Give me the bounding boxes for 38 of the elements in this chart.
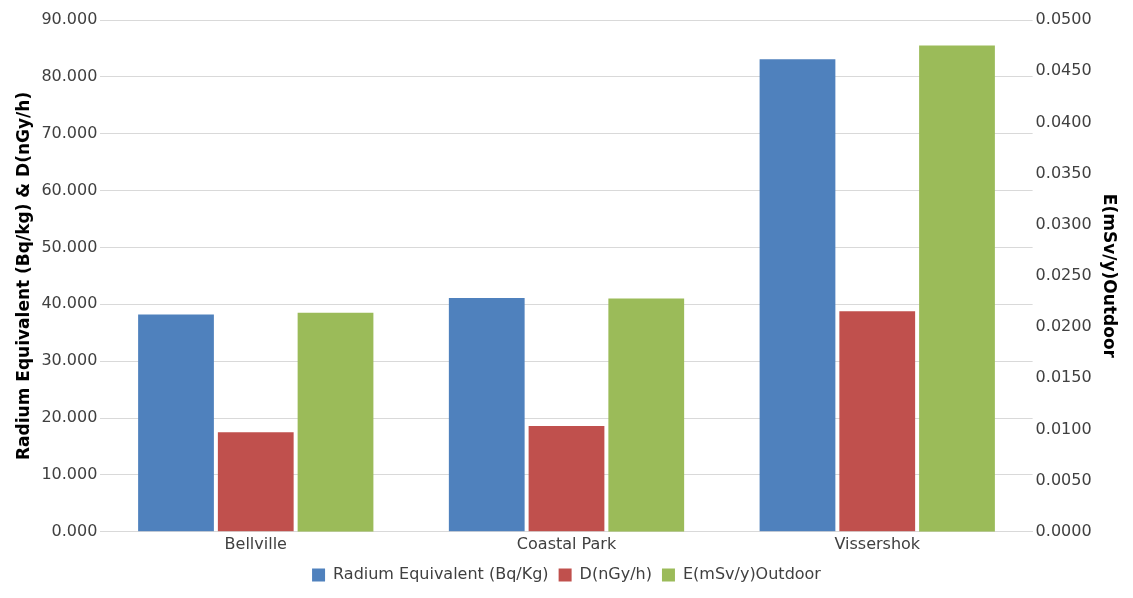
legend-label: Radium Equivalent (Bq/Kg)	[333, 564, 549, 584]
y-tick-label: 70.000	[41, 122, 98, 142]
bar	[448, 298, 525, 532]
y2-tick-label: 0.0200	[1035, 316, 1092, 336]
y2-tick-label: 0.0500	[1035, 9, 1092, 29]
legend-label: E(mSv/y)Outdoor	[682, 564, 822, 584]
y2-axis-title: E(mSv/y)Outdoor	[1100, 193, 1121, 359]
y-axis-title: Radium Equivalent (Bq/kg) & D(nGy/h)	[12, 91, 33, 460]
y-tick-label: 90.000	[41, 9, 98, 29]
y2-tick-label: 0.0050	[1035, 469, 1092, 489]
x-tick-label: Vissershok	[834, 533, 921, 553]
y2-tick-label: 0.0100	[1035, 418, 1092, 438]
bar	[138, 314, 214, 532]
bar	[528, 426, 605, 532]
bar	[608, 298, 685, 532]
y2-tick-label: 0.0350	[1035, 162, 1092, 182]
y-tick-label: 10.000	[41, 464, 98, 484]
legend-label: D(nGy/h)	[579, 564, 652, 584]
y-tick-label: 60.000	[41, 179, 98, 199]
y-tick-label: 40.000	[41, 293, 98, 313]
bar	[839, 311, 916, 532]
x-tick-label: Bellville	[224, 533, 287, 553]
y-tick-label: 80.000	[41, 66, 98, 86]
y2-tick-label: 0.0250	[1035, 265, 1092, 285]
y-tick-label: 0.000	[51, 520, 98, 540]
bar	[759, 59, 836, 532]
bar	[919, 45, 995, 532]
x-tick-label: Coastal Park	[516, 533, 617, 553]
y-tick-label: 30.000	[41, 350, 98, 370]
y-tick-label: 50.000	[41, 236, 98, 256]
bar	[217, 432, 294, 532]
y2-tick-label: 0.0150	[1035, 367, 1092, 387]
y2-tick-label: 0.0450	[1035, 60, 1092, 80]
y2-tick-label: 0.0000	[1035, 520, 1092, 540]
y-tick-label: 20.000	[41, 407, 98, 427]
y2-tick-label: 0.0400	[1035, 111, 1092, 131]
y2-tick-label: 0.0300	[1035, 213, 1092, 233]
bar	[297, 312, 374, 532]
